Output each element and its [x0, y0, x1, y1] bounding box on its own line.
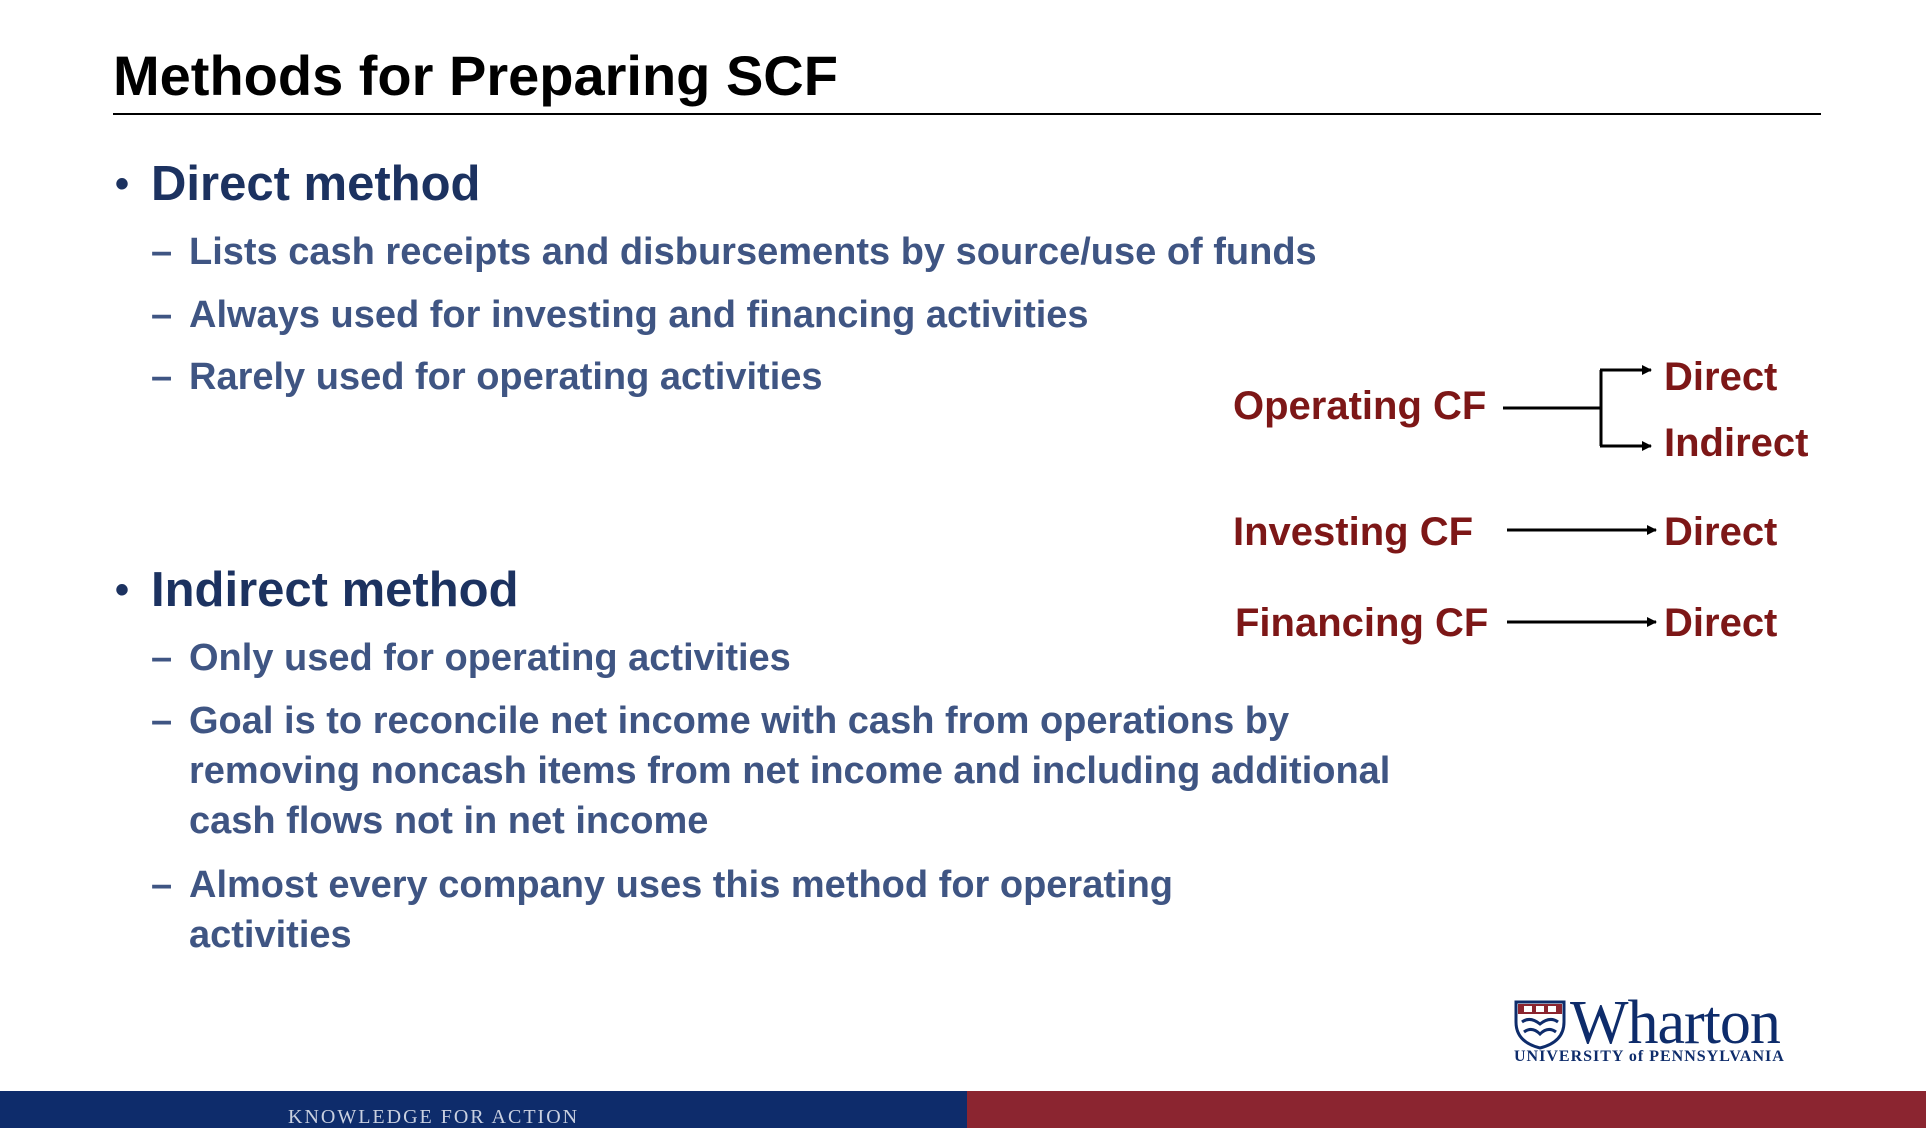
dash-marker: – [151, 231, 173, 273]
bullet-heading: Indirect method [151, 563, 519, 617]
footer-bar-right [967, 1091, 1926, 1128]
operating-cf-label: Operating CF [1233, 384, 1487, 428]
financing-direct-label: Direct [1664, 601, 1778, 645]
operating-branch-connector [1503, 365, 1652, 451]
sub-item-text: Lists cash receipts and disbursements by… [189, 231, 1317, 273]
sub-item: – Only used for operating activities [151, 633, 1489, 683]
sub-item-text: Rarely used for operating activities [189, 356, 823, 398]
bullet-dot: • [115, 162, 130, 206]
sub-item: – Rarely used for operating activities [151, 352, 1489, 402]
dash-marker: – [151, 700, 173, 742]
sub-item-text: Goal is to reconcile net income with cas… [189, 700, 1391, 842]
operating-indirect-label: Indirect [1664, 421, 1809, 465]
logo-subtitle: UNIVERSITY of PENNSYLVANIA [1514, 1048, 1785, 1065]
sub-item: – Goal is to reconcile net income with c… [151, 696, 1429, 846]
footer-tagline: KNOWLEDGE FOR ACTION [288, 1106, 580, 1128]
investing-direct-label: Direct [1664, 510, 1778, 554]
footer-bar-left [0, 1091, 967, 1128]
sub-item: – Almost every company uses this method … [151, 860, 1299, 960]
bullet-indirect-method: • Indirect method [115, 562, 519, 618]
sub-item-text: Almost every company uses this method fo… [189, 864, 1173, 956]
title-divider [113, 113, 1821, 115]
dash-marker: – [151, 356, 173, 398]
dash-marker: – [151, 864, 173, 906]
sub-item-text: Always used for investing and financing … [189, 294, 1089, 336]
bullet-heading: Direct method [151, 157, 481, 211]
operating-direct-label: Direct [1664, 355, 1778, 399]
slide-title: Methods for Preparing SCF [113, 44, 838, 107]
sub-item: – Lists cash receipts and disbursements … [151, 227, 1489, 277]
sub-item-text: Only used for operating activities [189, 637, 791, 679]
investing-cf-label: Investing CF [1233, 510, 1474, 554]
logo-wordmark: Wharton [1570, 989, 1781, 1057]
shield-icon [1514, 1000, 1566, 1050]
dash-marker: – [151, 294, 173, 336]
wharton-logo: Wharton UNIVERSITY of PENNSYLVANIA [1512, 990, 1832, 1068]
bullet-direct-method: • Direct method [115, 156, 481, 212]
sub-item: – Always used for investing and financin… [151, 290, 1489, 340]
dash-marker: – [151, 637, 173, 679]
bullet-dot: • [115, 568, 130, 612]
financing-cf-label: Financing CF [1235, 601, 1489, 645]
